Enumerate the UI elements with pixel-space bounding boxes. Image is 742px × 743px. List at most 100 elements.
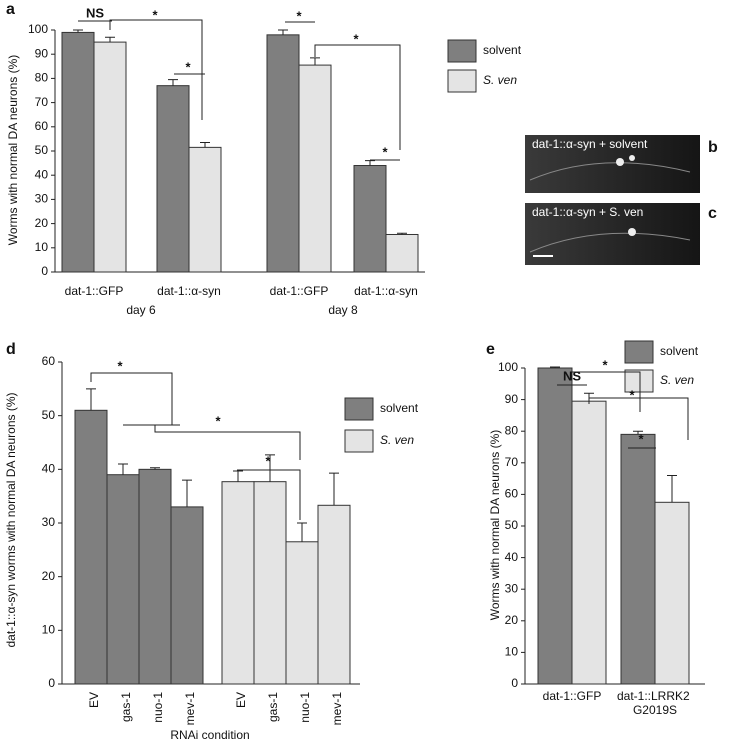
legend-swatch [447,69,477,93]
y-tick-label: 10 [42,623,56,637]
error-bar [365,160,375,166]
error-bar [297,522,307,542]
legend-label: S. ven [660,373,694,387]
y-tick-label: 30 [505,581,519,595]
y-tick-label: 10 [35,240,49,254]
bar [221,481,255,685]
significance-label: * [629,387,635,402]
y-tick-label: 30 [42,515,56,529]
bar [537,367,573,685]
y-tick-label: 60 [42,354,56,368]
worm-outline [529,232,691,253]
legend-label: S. ven [483,73,517,87]
error-bar [168,79,178,86]
significance-label: * [602,357,608,372]
y-tick-label: 100 [28,22,48,36]
significance-bracket [571,371,641,412]
error-bar [265,454,275,482]
y-tick-label: 40 [35,167,49,181]
x-tick-label: nuo-1 [298,692,312,723]
y-axis-label: Worms with normal DA neurons (%) [488,430,502,621]
significance-label: * [185,59,191,74]
bar [285,541,319,685]
y-axis-label: dat-1::α-syn worms with normal DA neuron… [4,392,18,647]
y-tick-label: 20 [505,613,519,627]
y-tick-label: 50 [35,143,49,157]
x-tick-label: mev-1 [183,692,197,726]
y-tick-label: 0 [48,676,55,690]
significance-label: * [265,453,271,468]
error-bar [118,463,128,475]
error-bar [200,142,210,148]
legend-swatch [447,39,477,63]
y-tick-label: 0 [511,676,518,690]
error-bar [105,36,115,43]
group-label: day 6 [126,303,156,317]
significance-label: * [152,7,158,22]
significance-label: * [215,413,221,428]
legend-swatch [624,369,654,393]
y-tick-label: 100 [498,360,518,374]
x-axis-label: RNAi condition [170,728,249,742]
bar [317,504,351,685]
x-tick-label: gas-1 [119,692,133,722]
error-bar [329,472,339,506]
significance-label: NS [86,5,104,20]
neuron [628,228,636,236]
image-caption: dat-1::α-syn + S. ven [532,205,643,219]
x-tick-label: nuo-1 [151,692,165,723]
significance-bracket [154,425,301,460]
y-tick-label: 90 [505,392,519,406]
significance-bracket [109,19,203,120]
bar [571,400,607,685]
x-tick-label: mev-1 [330,692,344,726]
error-bar [397,232,407,235]
neuron [629,155,635,161]
panel-letter: c [708,205,717,222]
bar [188,146,222,273]
y-tick-label: 80 [35,71,49,85]
significance-label: * [296,8,302,23]
error-bar [278,29,288,35]
bar [74,409,108,685]
x-tick-label: dat-1::GFP [270,284,329,298]
y-tick-label: 80 [505,423,519,437]
significance-bracket [90,372,173,425]
significance-bracket [588,397,689,440]
y-tick-label: 10 [505,645,519,659]
error-bar [73,29,83,33]
panel-letter: d [6,341,16,358]
y-tick-label: 0 [41,264,48,278]
y-tick-label: 50 [505,518,519,532]
legend-label: S. ven [380,433,414,447]
bar [93,41,127,273]
legend-swatch [344,397,374,421]
legend-label: solvent [660,344,699,358]
significance-label: * [382,144,388,159]
y-tick-label: 70 [505,455,519,469]
y-tick-label: 40 [505,550,519,564]
x-tick-label: EV [234,692,248,708]
y-tick-label: 20 [42,569,56,583]
group-label: day 8 [328,303,358,317]
error-bar [150,467,160,470]
error-bar [310,57,320,66]
y-tick-label: 60 [505,487,519,501]
legend-swatch [624,340,654,364]
bar [156,85,190,273]
y-tick-label: 20 [35,216,49,230]
bar [385,233,419,273]
significance-label: * [353,31,359,46]
error-bar [667,474,677,503]
error-bar [550,366,560,368]
error-bar [182,479,192,507]
x-tick-label: dat-1::α-syn [354,284,418,298]
legend-label: solvent [483,43,522,57]
error-bar [86,388,96,411]
y-tick-label: 70 [35,95,49,109]
panel-letter: e [486,341,495,358]
x-tick-label: dat-1::GFP [65,284,124,298]
y-tick-label: 50 [42,408,56,422]
bar [138,468,172,685]
